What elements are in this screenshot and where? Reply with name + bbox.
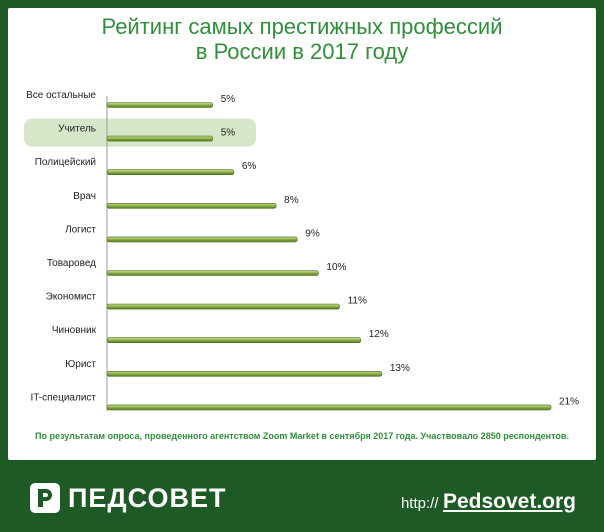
bar [106, 303, 340, 310]
survey-note: По результатам опроса, проведенного аген… [35, 431, 569, 441]
chart-title-line-2: в России в 2017 году [195, 39, 409, 64]
value-label: 5% [221, 128, 236, 139]
category-label: Все остальные [26, 90, 96, 101]
category-label: Врач [73, 191, 96, 202]
value-label: 10% [326, 262, 346, 273]
chart-title: Рейтинг самых престижных профессий в Рос… [0, 14, 604, 64]
value-label: 5% [221, 94, 236, 105]
pedsovet-logo[interactable]: ПЕДСОВЕТ [30, 482, 226, 514]
bar [106, 203, 277, 209]
value-label: 6% [242, 161, 257, 172]
url-domain[interactable]: Pedsovet.org [442, 490, 576, 513]
chart-card [8, 8, 596, 460]
logo-text: ПЕДСОВЕТ [68, 482, 227, 513]
url-prefix: http:// [400, 495, 439, 512]
bar-chart: Все остальные Учитель Полицейский Врач Логис… [24, 90, 579, 411]
value-label: 9% [305, 228, 320, 239]
logo-icon [30, 483, 60, 513]
footer: ПЕДСОВЕТ http:// Pedsovet.org [0, 464, 604, 532]
site-url[interactable]: http:// Pedsovet.org [401, 490, 576, 514]
bar [106, 270, 319, 276]
bar [106, 169, 235, 175]
chart-title-line-1: Рейтинг самых престижных профессий [101, 14, 503, 39]
value-label: 13% [390, 363, 410, 374]
bar [106, 236, 298, 243]
value-label: 21% [559, 396, 579, 407]
category-label: Экономист [46, 292, 97, 303]
category-label: Чиновник [52, 325, 97, 336]
bar [106, 370, 383, 377]
category-label: Логист [65, 224, 96, 235]
bar [106, 102, 214, 108]
value-label: 12% [369, 329, 389, 340]
category-label: Товаровед [47, 258, 96, 269]
bar [106, 337, 362, 344]
value-label: 8% [284, 195, 299, 206]
category-label: IT-специалист [30, 392, 96, 403]
category-label: Полицейский [35, 157, 96, 168]
category-label: Юрист [65, 359, 96, 370]
category-label: Учитель [58, 124, 96, 135]
bar [106, 135, 214, 142]
value-label: 11% [348, 296, 367, 307]
bar [106, 404, 552, 411]
